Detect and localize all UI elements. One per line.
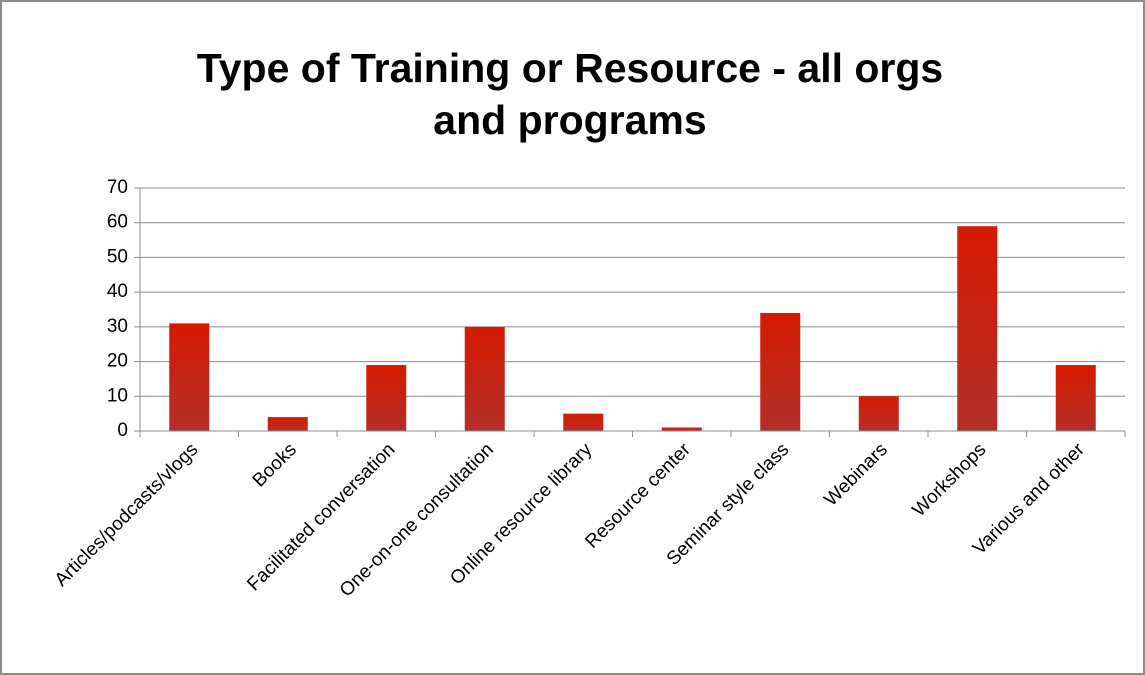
y-tick-label: 60 bbox=[107, 212, 128, 233]
bar bbox=[858, 396, 899, 431]
y-tick-label: 20 bbox=[107, 351, 128, 372]
y-tick-label: 10 bbox=[107, 385, 128, 406]
bar bbox=[957, 226, 998, 431]
bar bbox=[760, 312, 801, 431]
bar bbox=[563, 413, 604, 431]
bar bbox=[464, 326, 505, 431]
y-tick-label: 0 bbox=[117, 420, 128, 441]
bar bbox=[366, 365, 407, 431]
bar bbox=[1055, 365, 1096, 431]
y-tick-label: 50 bbox=[107, 246, 128, 267]
bar bbox=[169, 323, 210, 431]
y-tick-label: 40 bbox=[107, 281, 128, 302]
bar bbox=[267, 417, 308, 431]
y-tick-label: 30 bbox=[107, 316, 128, 337]
chart-title: Type of Training or Resource - all orgs … bbox=[196, 45, 944, 143]
bar bbox=[661, 427, 702, 431]
y-tick-label: 70 bbox=[107, 177, 128, 198]
